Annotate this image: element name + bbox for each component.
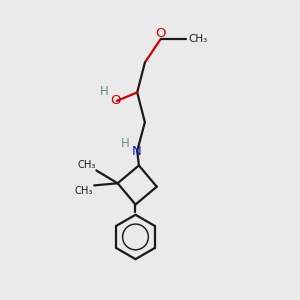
Text: O: O — [155, 27, 166, 40]
Text: N: N — [131, 145, 141, 158]
Text: CH₃: CH₃ — [75, 186, 93, 196]
Text: O: O — [110, 94, 120, 107]
Text: H: H — [100, 85, 108, 98]
Text: CH₃: CH₃ — [189, 34, 208, 44]
Text: CH₃: CH₃ — [77, 160, 95, 170]
Text: H: H — [121, 137, 130, 150]
